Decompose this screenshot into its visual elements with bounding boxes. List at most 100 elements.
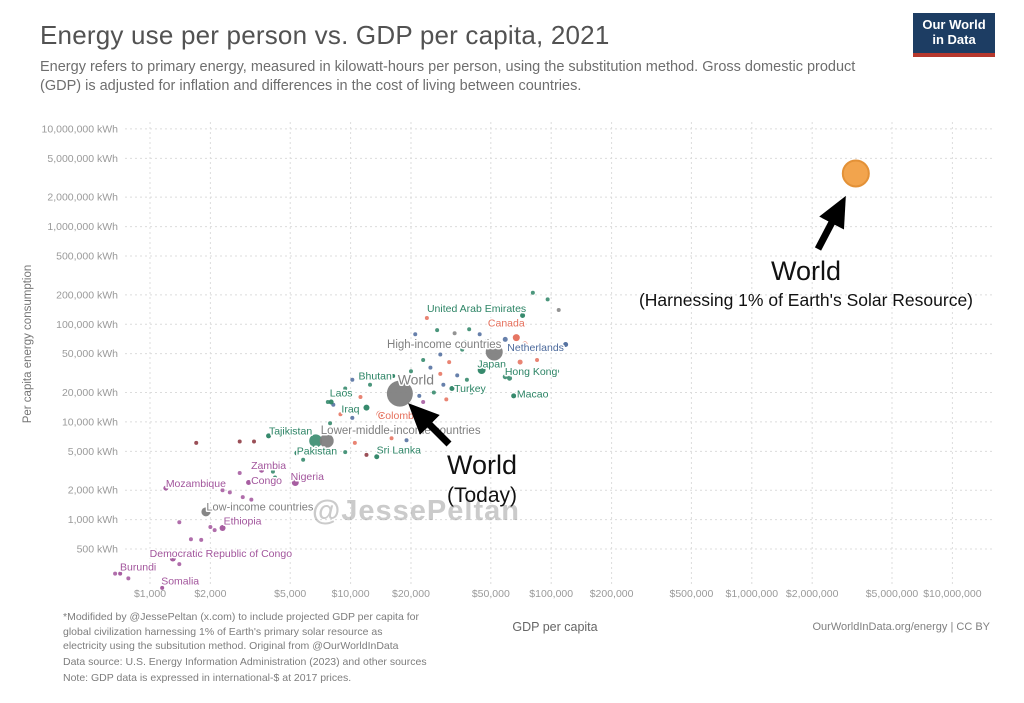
scatter-point[interactable] — [227, 490, 232, 495]
scatter-point[interactable] — [237, 439, 242, 444]
scatter-point[interactable] — [212, 528, 217, 533]
scatter-point[interactable] — [507, 375, 513, 381]
scatter-point[interactable] — [404, 438, 409, 443]
scatter-point[interactable] — [270, 469, 275, 474]
scatter-point-hong-kong[interactable] — [555, 369, 560, 374]
scatter-point[interactable] — [325, 399, 330, 404]
scatter-point[interactable] — [431, 390, 436, 395]
point-label-burundi[interactable]: Burundi — [119, 560, 158, 575]
scatter-point[interactable] — [447, 360, 452, 365]
scatter-point[interactable] — [428, 365, 433, 370]
scatter-point[interactable] — [389, 436, 394, 441]
scatter-point[interactable] — [220, 488, 225, 493]
scatter-point[interactable] — [522, 341, 528, 347]
point-label-high-income-countries[interactable]: High-income countries — [386, 338, 504, 353]
scatter-point-high-income-countries[interactable] — [485, 343, 503, 361]
scatter-point[interactable] — [177, 520, 182, 525]
scatter-point-democratic-republic-of-congo[interactable] — [169, 555, 176, 562]
point-label-world[interactable]: World — [396, 370, 435, 389]
scatter-point[interactable] — [455, 373, 460, 378]
scatter-point[interactable] — [530, 290, 535, 295]
scatter-point[interactable] — [408, 369, 413, 374]
scatter-point-pakistan[interactable] — [294, 450, 300, 456]
point-label-lower-middle-income-countries[interactable]: Lower-middle-income countries — [319, 423, 482, 438]
scatter-point[interactable] — [464, 377, 469, 382]
scatter-point[interactable] — [444, 397, 449, 402]
scatter-point-united-arab-emirates[interactable] — [520, 312, 526, 318]
scatter-point[interactable] — [545, 297, 550, 302]
scatter-point[interactable] — [177, 562, 182, 567]
scatter-point-nigeria[interactable] — [291, 478, 299, 486]
scatter-point[interactable] — [199, 537, 204, 542]
point-label-colombia[interactable]: Colombia — [376, 408, 424, 423]
scatter-point-iraq[interactable] — [363, 404, 370, 411]
scatter-point[interactable] — [301, 457, 306, 462]
scatter-point[interactable] — [438, 371, 443, 376]
scatter-point[interactable] — [421, 399, 426, 404]
point-label-ethiopia[interactable]: Ethiopia — [222, 514, 263, 529]
scatter-point-macao[interactable] — [511, 393, 517, 399]
scatter-point[interactable] — [208, 524, 213, 529]
point-label-mozambique[interactable]: Mozambique — [164, 476, 227, 491]
scatter-point[interactable] — [435, 328, 440, 333]
scatter-point-netherlands[interactable] — [563, 342, 569, 348]
scatter-point-laos[interactable] — [328, 399, 334, 405]
scatter-point[interactable] — [473, 341, 478, 346]
scatter-point-world[interactable] — [386, 380, 413, 407]
point-label-democratic-republic-of-congo[interactable]: Democratic Republic of Congo — [148, 547, 294, 562]
scatter-point[interactable] — [350, 415, 355, 420]
scatter-point-turkey[interactable] — [449, 385, 455, 391]
scatter-point[interactable] — [249, 497, 254, 502]
scatter-point-lower-middle-income-countries[interactable] — [319, 433, 334, 448]
point-label-zambia[interactable]: Zambia — [250, 458, 288, 473]
scatter-point[interactable] — [273, 475, 278, 480]
point-label-macao[interactable]: Macao — [515, 387, 550, 402]
scatter-point-tajikistan[interactable] — [266, 433, 272, 439]
scatter-point[interactable] — [328, 421, 333, 426]
point-label-low-income-countries[interactable]: Low-income countries — [205, 500, 315, 515]
scatter-point-colombia[interactable] — [376, 410, 384, 418]
scatter-point[interactable] — [338, 412, 343, 417]
scatter-point[interactable] — [212, 503, 217, 508]
scatter-point[interactable] — [113, 571, 118, 576]
scatter-point[interactable] — [364, 452, 369, 457]
point-label-turkey[interactable]: Turkey — [453, 382, 488, 397]
point-label-congo[interactable]: Congo — [250, 474, 284, 489]
scatter-point[interactable] — [252, 439, 257, 444]
scatter-point[interactable] — [467, 327, 472, 332]
point-label-iraq[interactable]: Iraq — [340, 402, 361, 417]
point-label-somalia[interactable]: Somalia — [160, 574, 201, 589]
scatter-point[interactable] — [343, 450, 348, 455]
scatter-point[interactable] — [352, 440, 357, 445]
scatter-point[interactable] — [188, 537, 193, 542]
scatter-point[interactable] — [441, 382, 446, 387]
point-label-nigeria[interactable]: Nigeria — [289, 470, 325, 485]
scatter-point[interactable] — [460, 347, 465, 352]
point-label-canada[interactable]: Canada — [486, 316, 526, 331]
scatter-point-low-income-countries[interactable] — [201, 507, 211, 517]
scatter-point[interactable] — [502, 374, 508, 380]
scatter-point[interactable] — [421, 358, 426, 363]
scatter-point[interactable] — [237, 470, 242, 475]
scatter-point[interactable] — [517, 359, 523, 365]
point-label-sri-lanka[interactable]: Sri Lanka — [375, 443, 423, 458]
scatter-point-zambia[interactable] — [259, 467, 265, 473]
point-label-japan[interactable]: Japan — [476, 357, 508, 372]
scatter-point[interactable] — [343, 386, 348, 391]
scatter-point[interactable] — [350, 377, 355, 382]
scatter-point[interactable] — [469, 390, 474, 395]
scatter-point[interactable] — [462, 339, 467, 344]
scatter-point[interactable] — [126, 576, 131, 581]
scatter-point[interactable] — [457, 388, 462, 393]
scatter-point[interactable] — [535, 358, 540, 363]
scatter-point[interactable] — [368, 382, 373, 387]
scatter-point[interactable] — [452, 331, 457, 336]
scatter-point[interactable] — [502, 336, 508, 342]
scatter-point-japan[interactable] — [477, 366, 486, 375]
scatter-point-world-solar[interactable] — [841, 159, 870, 188]
scatter-point[interactable] — [424, 315, 429, 320]
scatter-point[interactable] — [424, 379, 429, 384]
scatter-point-canada[interactable] — [512, 334, 520, 342]
scatter-point-sri-lanka[interactable] — [374, 454, 380, 460]
scatter-point[interactable] — [417, 393, 422, 398]
